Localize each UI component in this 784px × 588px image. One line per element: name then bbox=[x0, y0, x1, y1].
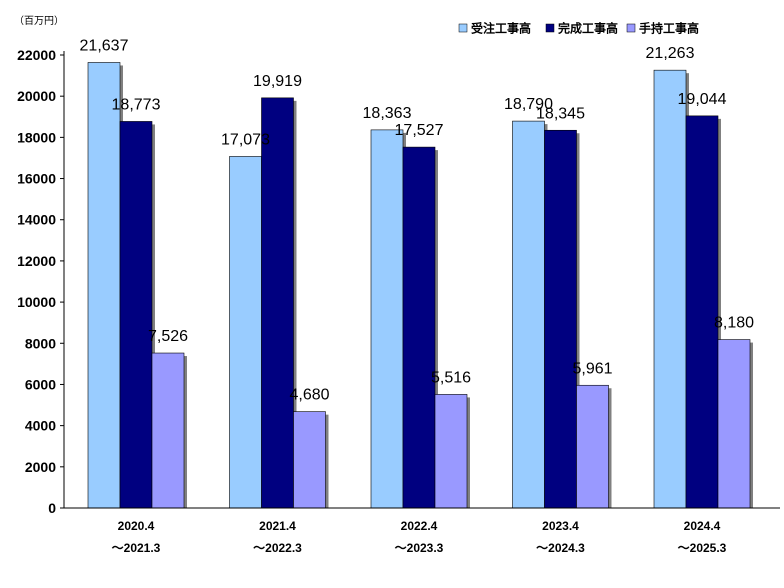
category-label: 2022.4 bbox=[401, 519, 438, 533]
value-label: 18,790 bbox=[504, 96, 553, 113]
y-tick-label: 20000 bbox=[17, 88, 56, 104]
bar-1-2 bbox=[293, 411, 326, 509]
category-label: 2021.4 bbox=[259, 519, 296, 533]
legend-label: 受注工事高 bbox=[471, 21, 531, 36]
legend-swatch bbox=[626, 23, 636, 33]
legend-label: 完成工事高 bbox=[558, 21, 618, 36]
value-label: 7,526 bbox=[148, 328, 188, 345]
category-label: 2020.4 bbox=[118, 519, 155, 533]
value-label: 8,180 bbox=[714, 315, 754, 332]
y-tick-label: 16000 bbox=[17, 171, 56, 187]
bar-4-0 bbox=[653, 69, 687, 509]
x-axis: 2020.4 ～2021.3 2021.4 ～2022.3 2022.4 ～2023.3 2… bbox=[64, 507, 780, 555]
bar-4-1 bbox=[685, 115, 719, 509]
value-label: 17,527 bbox=[395, 122, 444, 139]
value-label: 19,044 bbox=[678, 91, 727, 108]
y-tick-label: 0 bbox=[48, 500, 56, 516]
bar-1-1 bbox=[261, 97, 294, 509]
bar-3-0 bbox=[512, 120, 545, 509]
y-tick-label: 22000 bbox=[17, 47, 56, 63]
unit-label: （百万円） bbox=[14, 15, 64, 27]
category-label: 2024.4 bbox=[684, 519, 721, 533]
bar-1-0 bbox=[229, 156, 262, 509]
bar-2-0 bbox=[370, 129, 404, 509]
category-label: ～2025.3 bbox=[678, 541, 727, 555]
y-tick-label: 14000 bbox=[17, 212, 56, 228]
category-label: ～2023.3 bbox=[395, 541, 444, 555]
y-tick-label: 6000 bbox=[25, 376, 56, 392]
bars bbox=[87, 62, 753, 509]
category-label: ～2022.3 bbox=[253, 541, 302, 555]
value-label: 18,363 bbox=[363, 105, 412, 122]
bar-3-2 bbox=[576, 384, 609, 509]
value-label: 17,073 bbox=[221, 131, 270, 148]
y-tick-label: 2000 bbox=[25, 459, 56, 475]
y-tick-label: 8000 bbox=[25, 335, 56, 351]
value-labels: 21,637 18,773 7,526 17,073 19,919 4,680 18,363… bbox=[80, 37, 755, 403]
category-label: ～2024.3 bbox=[536, 541, 585, 555]
y-tick-label: 10000 bbox=[17, 294, 56, 310]
category-label: ～2021.3 bbox=[112, 541, 161, 555]
value-label: 21,637 bbox=[80, 37, 129, 54]
bar-0-0 bbox=[87, 62, 121, 509]
value-label: 21,263 bbox=[646, 45, 695, 62]
bar-3-1 bbox=[544, 129, 577, 509]
value-label: 18,773 bbox=[112, 96, 161, 113]
legend-swatch bbox=[458, 23, 468, 33]
legend: 受注工事高 完成工事高 手持工事高 bbox=[458, 21, 699, 36]
legend-label: 手持工事高 bbox=[639, 21, 699, 36]
y-tick-label: 4000 bbox=[25, 418, 56, 434]
category-label: 2023.4 bbox=[542, 519, 579, 533]
value-label: 18,345 bbox=[536, 105, 585, 122]
y-tick-label: 12000 bbox=[17, 253, 56, 269]
bar-2-2 bbox=[434, 394, 468, 509]
value-label: 5,516 bbox=[431, 369, 471, 386]
legend-swatch bbox=[545, 23, 555, 33]
value-label: 5,961 bbox=[572, 360, 612, 377]
value-label: 4,680 bbox=[289, 387, 329, 404]
bar-0-2 bbox=[151, 352, 185, 509]
bar-4-2 bbox=[717, 339, 751, 509]
value-label: 19,919 bbox=[253, 73, 302, 90]
y-tick-label: 18000 bbox=[17, 129, 56, 145]
bar-2-1 bbox=[402, 146, 436, 509]
y-axis: 0 2000 4000 6000 8000 10000 12000 14000 16000 180… bbox=[17, 47, 65, 516]
bar-0-1 bbox=[119, 121, 153, 509]
